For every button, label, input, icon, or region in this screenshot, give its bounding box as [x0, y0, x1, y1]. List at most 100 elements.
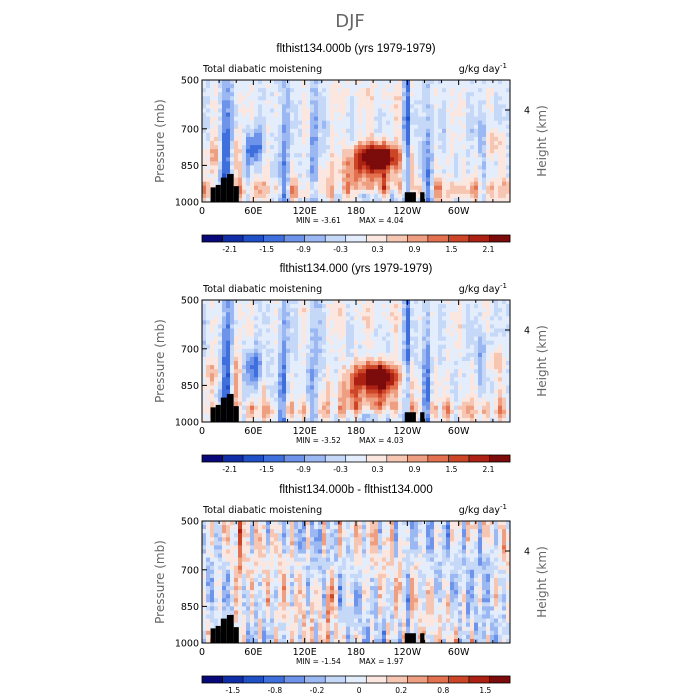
heatmap-cell [346, 356, 351, 362]
heatmap-cell [218, 381, 223, 386]
heatmap-cell [494, 413, 499, 419]
heatmap-cell [274, 344, 279, 350]
heatmap-cell [442, 417, 447, 423]
heatmap-cell [478, 304, 483, 309]
heatmap-cell [270, 132, 275, 138]
heatmap-cell [450, 108, 455, 113]
heatmap-cell [206, 108, 211, 113]
heatmap-cell [258, 189, 263, 195]
heatmap-cell [430, 369, 435, 374]
heatmap-cell [262, 145, 267, 150]
heatmap-cell [262, 136, 267, 142]
heatmap-cell [478, 165, 483, 170]
heatmap-cell [406, 132, 411, 138]
heatmap-cell [410, 352, 415, 358]
heatmap-cell [214, 312, 219, 317]
panel-subtitle: Total diabatic moistening [202, 284, 322, 295]
heatmap-cell [498, 197, 503, 203]
heatmap-cell [322, 165, 327, 170]
heatmap-cell [250, 373, 255, 378]
heatmap-cell [338, 88, 343, 93]
heatmap-cell [462, 389, 467, 394]
heatmap-cell [258, 417, 263, 423]
heatmap-cell [342, 116, 347, 122]
heatmap-cell [330, 157, 335, 162]
heatmap-cell [338, 409, 343, 415]
heatmap-cell [434, 521, 439, 526]
heatmap-cell [394, 153, 399, 158]
heatmap-cell [370, 393, 375, 398]
heatmap-cell [398, 405, 403, 411]
heatmap-cell [394, 185, 399, 191]
heatmap-cell [286, 112, 291, 117]
heatmap-cell [450, 389, 455, 394]
heatmap-cell [470, 141, 475, 146]
heatmap-cell [434, 185, 439, 191]
heatmap-cell [310, 185, 315, 191]
heatmap-cell [482, 112, 487, 117]
heatmap-cell [354, 413, 359, 419]
heatmap-cell [234, 181, 239, 187]
heatmap-cell [490, 185, 495, 191]
heatmap-cell [294, 88, 299, 93]
heatmap-cell [430, 161, 435, 166]
heatmap-cell [306, 169, 311, 174]
heatmap-cell [410, 521, 415, 526]
heatmap-cell [486, 365, 491, 370]
heatmap-cell [366, 149, 371, 154]
heatmap-cell [334, 116, 339, 122]
heatmap-cell [390, 84, 395, 89]
heatmap-cell [282, 405, 287, 411]
heatmap-cell [318, 165, 323, 170]
heatmap-cell [298, 361, 303, 366]
heatmap-cell [338, 181, 343, 187]
heatmap-cell [258, 393, 263, 398]
heatmap-cell [286, 100, 291, 105]
heatmap-cell [222, 521, 227, 526]
heatmap-cell [426, 356, 431, 362]
heatmap-cell [346, 300, 351, 305]
heatmap-cell [394, 352, 399, 358]
heatmap-cell [474, 336, 479, 342]
heatmap-cell [478, 96, 483, 101]
heatmap-cell [422, 92, 427, 97]
heatmap-cell [322, 96, 327, 101]
heatmap-cell [506, 149, 511, 154]
heatmap-cell [422, 136, 427, 142]
heatmap-cell [302, 397, 307, 403]
heatmap-cell [342, 413, 347, 419]
panel-title: flthist134.000b - flthist134.000 [279, 484, 432, 496]
heatmap-cell [246, 328, 251, 333]
heatmap-cell [318, 304, 323, 309]
heatmap-cell [466, 308, 471, 313]
heatmap-cell [366, 157, 371, 162]
heatmap-cell [302, 336, 307, 342]
heatmap-cell [286, 389, 291, 394]
heatmap-cell [254, 413, 259, 419]
heatmap-cell [306, 136, 311, 142]
heatmap-cell [478, 108, 483, 113]
heatmap-cell [474, 132, 479, 138]
heatmap-cell [406, 348, 411, 354]
heatmap-cell [350, 141, 355, 146]
heatmap-cell [330, 521, 335, 526]
heatmap-cell [434, 348, 439, 354]
heatmap-cell [506, 120, 511, 126]
heatmap-cell [426, 300, 431, 305]
heatmap-cell [282, 193, 287, 199]
heatmap-cell [226, 328, 231, 333]
heatmap-cell [306, 104, 311, 109]
heatmap-cell [390, 80, 395, 85]
heatmap-cell [278, 397, 283, 403]
heatmap-cell [458, 193, 463, 199]
heatmap-cell [470, 161, 475, 166]
heatmap-cell [286, 373, 291, 378]
heatmap-cell [374, 389, 379, 394]
heatmap-cell [414, 80, 419, 85]
heatmap-cell [330, 369, 335, 374]
heatmap-cell [238, 525, 243, 530]
heatmap-cell [294, 401, 299, 407]
heatmap-cell [434, 356, 439, 362]
heatmap-cell [230, 369, 235, 374]
heatmap-cell [206, 149, 211, 154]
